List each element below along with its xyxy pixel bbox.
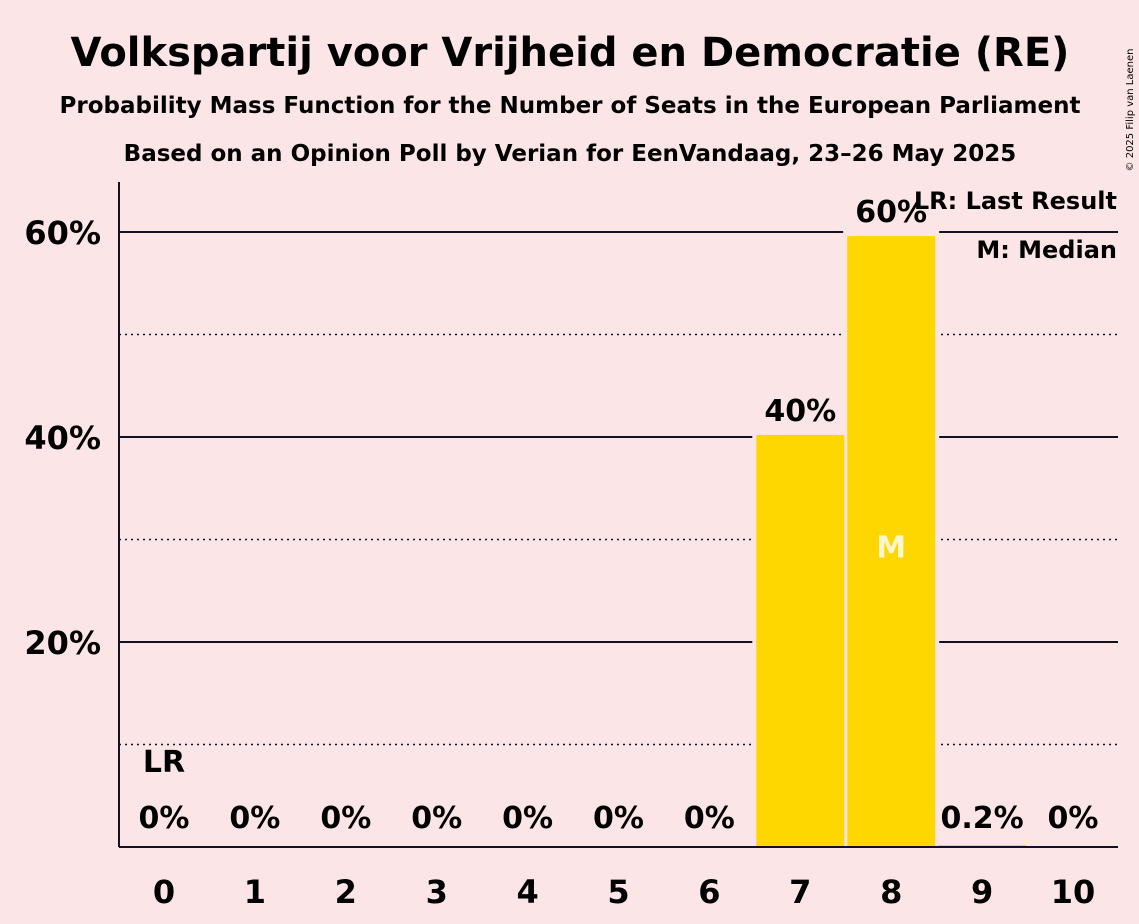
data-label: 60% — [855, 195, 927, 230]
data-label: 0% — [1048, 801, 1099, 836]
legend-median: M: Median — [976, 236, 1117, 264]
bar-seat-7 — [756, 434, 845, 847]
x-tick-label: 6 — [698, 873, 720, 911]
labels: 20% 40% 60% 0 1 2 3 4 5 6 7 8 9 10 0% 0% 0% 0% 0% 0% 0% 40% 60… — [24, 195, 1098, 911]
x-tick-label: 2 — [335, 873, 357, 911]
data-label: 0% — [502, 801, 553, 836]
x-tick-label: 8 — [880, 873, 902, 911]
x-tick-label: 7 — [789, 873, 811, 911]
bar-seat-9 — [938, 844, 1027, 847]
x-tick-label: 10 — [1051, 873, 1096, 911]
data-label: 0% — [684, 801, 735, 836]
x-tick-label: 9 — [971, 873, 993, 911]
chart-subtitle-poll: Based on an Opinion Poll by Verian for E… — [124, 141, 1017, 167]
bars — [752, 230, 1031, 848]
x-tick-label: 1 — [244, 873, 266, 911]
data-label: 0% — [139, 801, 190, 836]
median-marker: M — [876, 531, 906, 566]
gridlines — [119, 231, 1118, 746]
data-label: 0% — [411, 801, 462, 836]
copyright-notice: © 2025 Filip van Laenen — [1125, 49, 1136, 172]
y-tick-label: 20% — [24, 624, 101, 662]
data-label: 40% — [764, 394, 836, 429]
data-label: 0% — [320, 801, 371, 836]
last-result-marker: LR — [143, 745, 185, 780]
axes — [118, 182, 1118, 848]
y-tick-label: 60% — [24, 214, 101, 252]
data-label: 0% — [229, 801, 280, 836]
chart-subtitle: Probability Mass Function for the Number… — [60, 93, 1081, 119]
data-label: 0.2% — [940, 801, 1023, 836]
x-tick-label: 5 — [607, 873, 629, 911]
bar-seat-8 — [847, 236, 936, 848]
data-label: 0% — [593, 801, 644, 836]
x-tick-label: 3 — [426, 873, 448, 911]
x-tick-label: 0 — [153, 873, 175, 911]
chart-title: Volkspartij voor Vrijheid en Democratie … — [71, 30, 1070, 76]
x-tick-label: 4 — [516, 873, 538, 911]
y-tick-label: 40% — [24, 419, 101, 457]
legend-last-result: LR: Last Result — [914, 187, 1117, 215]
bar-gap — [934, 838, 1031, 847]
